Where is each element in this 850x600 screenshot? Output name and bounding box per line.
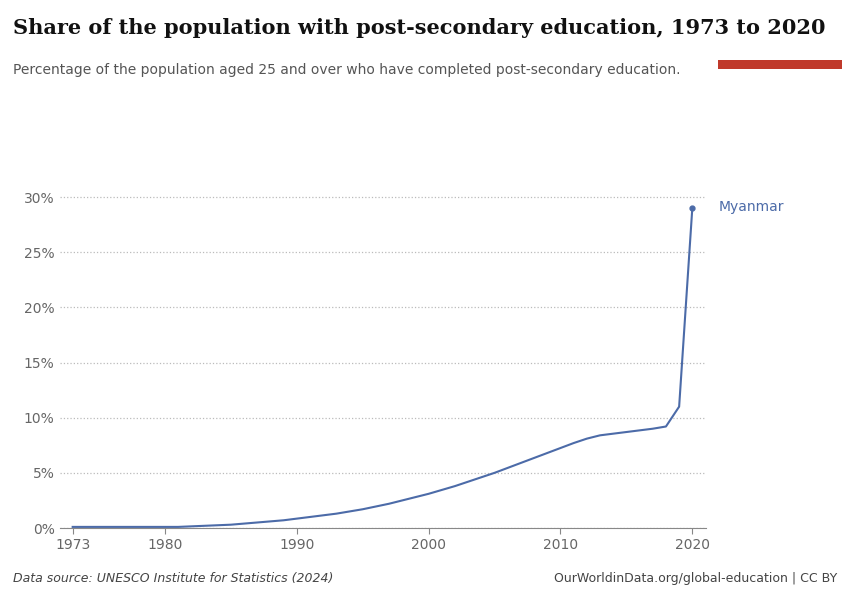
Text: Percentage of the population aged 25 and over who have completed post-secondary : Percentage of the population aged 25 and… [13,63,680,77]
Text: Share of the population with post-secondary education, 1973 to 2020: Share of the population with post-second… [13,18,825,38]
Text: Myanmar: Myanmar [718,200,784,214]
Text: in Data: in Data [757,40,802,50]
Text: OurWorldinData.org/global-education | CC BY: OurWorldinData.org/global-education | CC… [554,572,837,585]
Bar [718,61,842,69]
Text: Data source: UNESCO Institute for Statistics (2024): Data source: UNESCO Institute for Statis… [13,572,333,585]
Text: Our World: Our World [748,23,812,33]
